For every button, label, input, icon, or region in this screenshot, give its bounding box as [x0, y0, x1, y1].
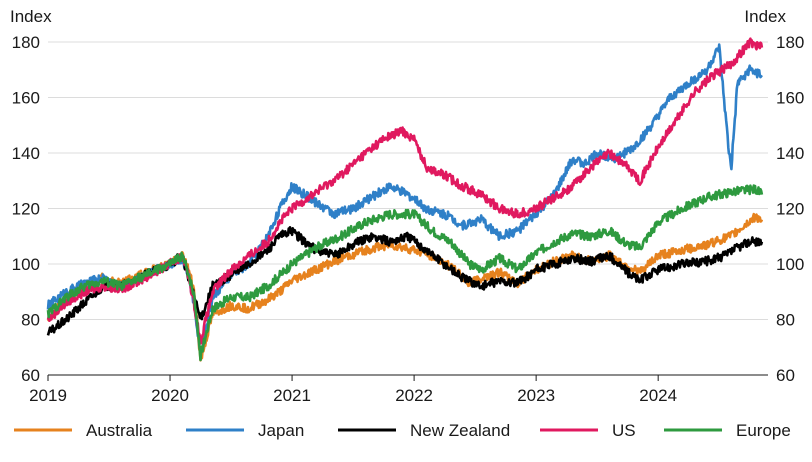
- x-tick-label: 2019: [29, 386, 67, 405]
- y-tick-label-left: 120: [12, 200, 40, 219]
- y-tick-label-left: 100: [12, 255, 40, 274]
- legend-label-australia: Australia: [86, 421, 153, 440]
- y-tick-label-right: 60: [776, 366, 795, 385]
- x-tick-label: 2022: [395, 386, 433, 405]
- y-tick-label-left: 60: [21, 366, 40, 385]
- axes: 60 60 80 80 100 100 120 120 140 140 160 160 180 180 20…: [12, 33, 805, 405]
- y-tick-label-right: 160: [776, 89, 804, 108]
- y-tick-label-right: 120: [776, 200, 804, 219]
- series-lines: [46, 37, 764, 362]
- x-tick-label: 2020: [151, 386, 189, 405]
- legend: Australia Japan New Zealand US Europe: [14, 421, 791, 440]
- x-tick-label: 2021: [273, 386, 311, 405]
- series-line-europe: [46, 184, 764, 362]
- y-tick-label-left: 140: [12, 144, 40, 163]
- y-tick-label-left: 160: [12, 89, 40, 108]
- y-axis-title-left: Index: [10, 7, 52, 26]
- gridlines: [48, 41, 768, 320]
- legend-label-new-zealand: New Zealand: [410, 421, 510, 440]
- legend-label-us: US: [612, 421, 636, 440]
- y-tick-label-right: 140: [776, 144, 804, 163]
- y-tick-label-left: 80: [21, 311, 40, 330]
- x-tick-label: 2024: [639, 386, 677, 405]
- y-tick-label-left: 180: [12, 33, 40, 52]
- legend-label-europe: Europe: [736, 421, 791, 440]
- y-tick-label-right: 80: [776, 311, 795, 330]
- y-tick-label-right: 100: [776, 255, 804, 274]
- y-axis-title-right: Index: [744, 7, 786, 26]
- y-tick-label-right: 180: [776, 33, 804, 52]
- series-line-japan: [46, 43, 763, 355]
- x-tick-label: 2023: [517, 386, 555, 405]
- legend-label-japan: Japan: [258, 421, 304, 440]
